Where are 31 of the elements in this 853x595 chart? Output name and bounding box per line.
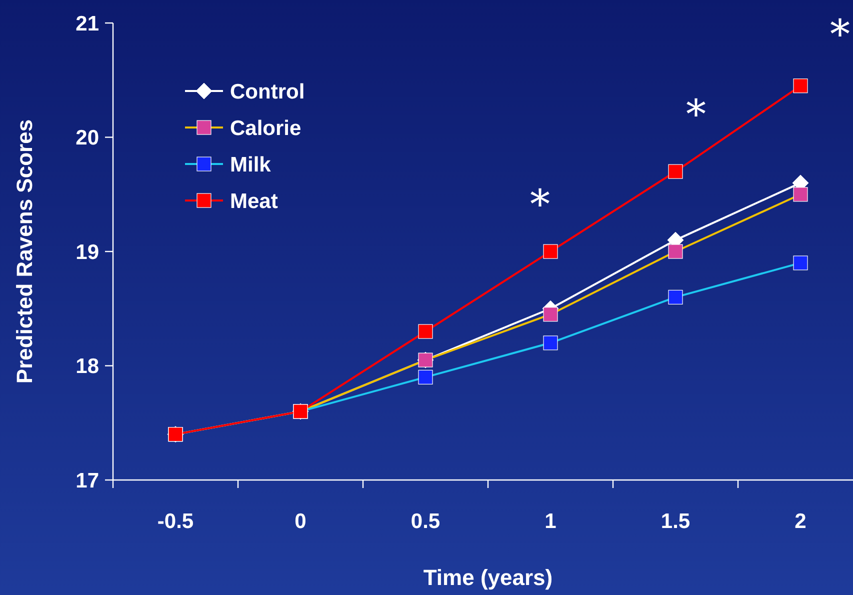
y-tick-label: 17 bbox=[76, 469, 99, 492]
x-axis-title: Time (years) bbox=[423, 565, 553, 590]
x-tick-label: 2 bbox=[794, 510, 806, 533]
y-axis-title: Predicted Ravens Scores bbox=[12, 119, 37, 384]
x-tick-label: 0.5 bbox=[410, 510, 440, 533]
point bbox=[418, 324, 433, 339]
point bbox=[543, 244, 558, 259]
legend-label: Meat bbox=[230, 190, 278, 213]
y-tick-label: 18 bbox=[76, 355, 100, 378]
legend-label: Calorie bbox=[230, 116, 302, 140]
point bbox=[668, 290, 683, 304]
point bbox=[793, 256, 808, 270]
y-tick-label: 19 bbox=[76, 240, 99, 264]
y-tick-label: 20 bbox=[76, 126, 99, 150]
x-tick-label: 1 bbox=[544, 510, 557, 533]
point bbox=[793, 187, 808, 202]
point bbox=[418, 370, 433, 384]
x-tick-label: 0 bbox=[294, 510, 306, 533]
point bbox=[543, 336, 558, 350]
legend-label: Control bbox=[230, 80, 305, 104]
annotation: * bbox=[530, 182, 550, 228]
point bbox=[543, 307, 558, 322]
y-tick-label: 21 bbox=[76, 12, 100, 36]
point bbox=[668, 244, 683, 259]
point bbox=[668, 164, 683, 179]
legend-label: Milk bbox=[230, 153, 272, 176]
point bbox=[793, 78, 808, 94]
annotation: * bbox=[830, 12, 850, 58]
x-tick-label: 1.5 bbox=[660, 510, 690, 533]
x-tick-label: -0.5 bbox=[157, 510, 194, 533]
annotation: * bbox=[686, 92, 706, 138]
